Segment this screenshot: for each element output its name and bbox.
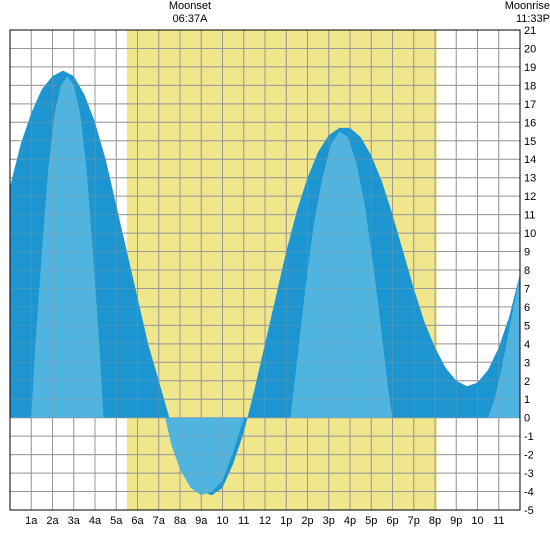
moonrise-header: Moonrise 11:33P bbox=[500, 0, 550, 26]
y-tick-label: 10 bbox=[524, 228, 536, 240]
y-tick-label: 21 bbox=[524, 25, 536, 37]
y-tick-label: 7 bbox=[524, 283, 530, 295]
y-tick-label: 5 bbox=[524, 320, 530, 332]
moonset-time: 06:37A bbox=[173, 13, 208, 25]
y-tick-label: 13 bbox=[524, 173, 536, 185]
x-tick-label: 1p bbox=[280, 515, 292, 527]
y-tick-label: 9 bbox=[524, 247, 530, 259]
y-tick-label: 14 bbox=[524, 154, 536, 166]
x-tick-label: 8a bbox=[174, 515, 187, 527]
y-tick-label: 18 bbox=[524, 80, 536, 92]
moonset-label: Moonset bbox=[169, 0, 211, 12]
x-tick-label: 11 bbox=[493, 515, 504, 527]
x-tick-label: 5a bbox=[110, 515, 123, 527]
x-tick-label: 1a bbox=[25, 515, 38, 527]
moonrise-time: 11:33P bbox=[516, 13, 550, 25]
moonset-header: Moonset 06:37A bbox=[150, 0, 230, 26]
y-tick-label: 15 bbox=[524, 136, 536, 148]
y-tick-label: 2 bbox=[524, 376, 530, 388]
x-tick-label: 2p bbox=[301, 515, 313, 527]
x-tick-label: 7p bbox=[408, 515, 420, 527]
y-tick-label: 11 bbox=[524, 210, 535, 222]
x-tick-label: 6a bbox=[131, 515, 144, 527]
y-tick-label: 4 bbox=[524, 339, 530, 351]
x-tick-label: 4a bbox=[89, 515, 102, 527]
x-tick-label: 5p bbox=[365, 515, 377, 527]
y-tick-label: 8 bbox=[524, 265, 530, 277]
y-tick-label: 6 bbox=[524, 302, 530, 314]
y-tick-label: 17 bbox=[524, 99, 536, 111]
x-tick-label: 6p bbox=[386, 515, 398, 527]
y-tick-label: 12 bbox=[524, 191, 536, 203]
x-tick-label: 9a bbox=[195, 515, 208, 527]
y-tick-label: -1 bbox=[524, 431, 534, 443]
y-tick-label: 1 bbox=[524, 394, 530, 406]
x-tick-label: 3a bbox=[68, 515, 81, 527]
x-tick-label: 2a bbox=[46, 515, 59, 527]
x-tick-label: 8p bbox=[429, 515, 441, 527]
x-tick-label: 11 bbox=[238, 515, 249, 527]
y-tick-label: 19 bbox=[524, 62, 536, 74]
y-tick-label: -3 bbox=[524, 468, 534, 480]
tide-chart: Moonset 06:37A Moonrise 11:33P -5-4-3-2-… bbox=[0, 0, 550, 550]
x-tick-label: 4p bbox=[344, 515, 356, 527]
y-tick-label: -4 bbox=[524, 487, 534, 499]
y-tick-label: 20 bbox=[524, 43, 536, 55]
y-tick-label: -2 bbox=[524, 450, 534, 462]
x-tick-label: 3p bbox=[323, 515, 335, 527]
x-tick-label: 10 bbox=[216, 515, 228, 527]
x-tick-label: 10 bbox=[471, 515, 483, 527]
x-tick-label: 9p bbox=[450, 515, 462, 527]
y-tick-label: -5 bbox=[524, 505, 534, 517]
y-tick-label: 0 bbox=[524, 413, 530, 425]
x-tick-label: 12 bbox=[259, 515, 271, 527]
x-tick-label: 7a bbox=[153, 515, 166, 527]
y-tick-label: 16 bbox=[524, 117, 536, 129]
y-tick-label: 3 bbox=[524, 357, 530, 369]
chart-svg: -5-4-3-2-1012345678910111213141516171819… bbox=[0, 0, 550, 550]
moonrise-label: Moonrise bbox=[505, 0, 550, 12]
